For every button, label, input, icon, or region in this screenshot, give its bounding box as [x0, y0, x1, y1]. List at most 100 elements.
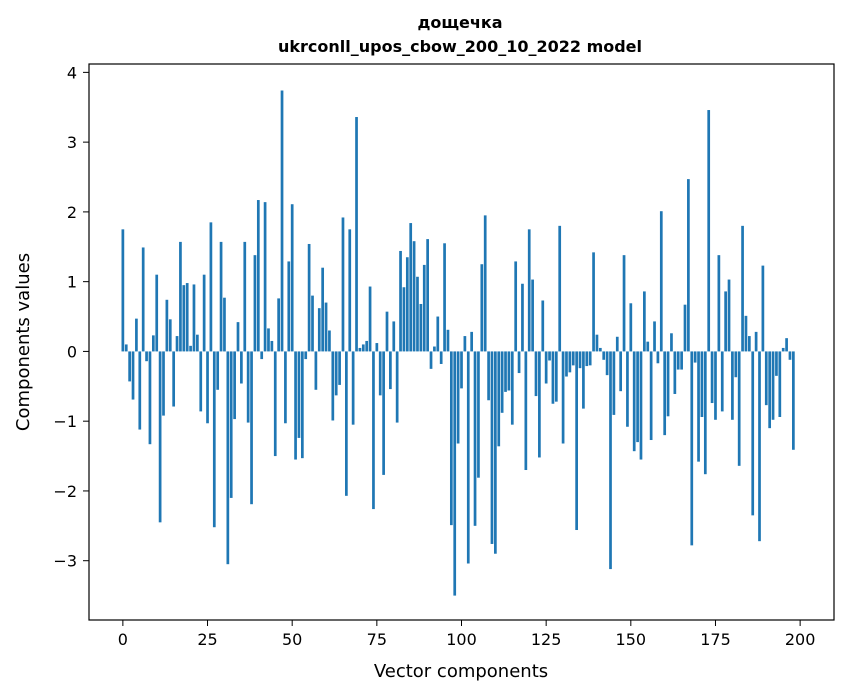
bar: [219, 241, 223, 352]
bar: [429, 351, 433, 369]
bar: [639, 351, 643, 460]
bar: [477, 351, 480, 478]
y-tick-label: −2: [53, 482, 77, 501]
x-tick-label: 125: [531, 630, 562, 649]
bar: [270, 340, 274, 352]
bar: [196, 334, 199, 352]
bar: [273, 351, 277, 457]
bar: [544, 351, 548, 384]
bar: [473, 351, 477, 526]
bar: [551, 351, 555, 404]
x-tick-label: 100: [446, 630, 477, 649]
bar: [734, 351, 738, 378]
bar: [124, 344, 128, 352]
bar: [690, 351, 694, 546]
bar: [517, 351, 521, 374]
bar: [460, 351, 463, 389]
bar: [151, 335, 155, 352]
bar: [521, 283, 524, 352]
bar: [731, 351, 734, 420]
bar: [185, 283, 189, 352]
bar: [382, 351, 385, 475]
bar: [534, 351, 538, 397]
bar: [609, 351, 612, 570]
x-tick-label: 200: [785, 630, 816, 649]
bar: [612, 351, 616, 415]
bar: [334, 351, 338, 396]
bar: [629, 303, 633, 352]
bar: [263, 202, 267, 352]
bar: [155, 274, 159, 352]
bar: [307, 243, 311, 352]
bar: [714, 351, 717, 420]
bar: [598, 347, 602, 352]
x-tick-label: 0: [118, 630, 128, 649]
bar: [280, 90, 284, 352]
bar: [480, 264, 484, 352]
bar: [703, 351, 707, 475]
bar: [636, 351, 639, 443]
bar: [433, 346, 436, 352]
bar: [368, 286, 372, 352]
bar: [676, 351, 680, 370]
bar: [561, 351, 565, 444]
bar: [497, 351, 501, 447]
bar: [243, 241, 247, 352]
bar: [361, 344, 365, 352]
bar: [531, 279, 534, 352]
bar: [392, 321, 396, 352]
bar: [643, 291, 646, 352]
bar: [233, 351, 236, 420]
y-tick-label: 2: [67, 203, 77, 222]
bar: [687, 179, 690, 352]
bar: [372, 351, 375, 510]
bar: [378, 351, 382, 396]
bar: [727, 279, 731, 352]
y-tick-label: 3: [67, 133, 77, 152]
bar: [172, 351, 176, 407]
bar: [324, 302, 328, 352]
bar: [365, 340, 369, 352]
bar: [138, 351, 142, 430]
bar: [554, 351, 558, 402]
bar: [649, 351, 653, 441]
bar: [416, 276, 419, 352]
bar: [148, 351, 152, 445]
bar: [659, 211, 663, 352]
bar: [710, 351, 714, 404]
bar: [487, 351, 490, 401]
bar: [588, 351, 592, 366]
bar: [717, 255, 721, 352]
y-tick-label: −1: [53, 412, 77, 431]
x-tick-label: 175: [700, 630, 731, 649]
bar: [443, 243, 446, 352]
bar: [209, 222, 213, 352]
bar: [422, 264, 426, 352]
bar: [348, 229, 352, 352]
bar: [145, 351, 148, 362]
bar: [175, 336, 179, 352]
bar: [605, 351, 609, 376]
chart-subtitle: ukrconll_upos_cbow_200_10_2022 model: [278, 37, 642, 56]
bar: [775, 351, 778, 376]
y-tick-label: −3: [53, 552, 77, 571]
bar: [419, 303, 423, 352]
bar: [463, 336, 467, 352]
bar: [747, 336, 751, 352]
bar: [558, 225, 562, 352]
bar: [287, 261, 291, 352]
bar: [395, 351, 399, 423]
bar: [426, 239, 429, 352]
bar: [693, 351, 697, 363]
bar: [158, 351, 162, 523]
bar: [121, 229, 125, 352]
bar: [490, 351, 494, 544]
bar: [585, 351, 589, 367]
bar: [436, 316, 440, 352]
bar: [165, 299, 169, 352]
bar: [595, 334, 599, 352]
bar: [707, 110, 711, 352]
bar: [792, 351, 795, 450]
bar: [663, 351, 667, 436]
